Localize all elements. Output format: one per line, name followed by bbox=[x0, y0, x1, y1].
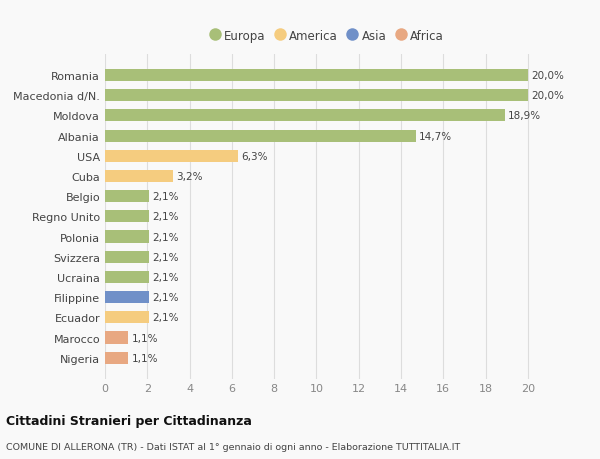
Text: 2,1%: 2,1% bbox=[152, 272, 179, 282]
Text: 1,1%: 1,1% bbox=[131, 333, 158, 343]
Text: 20,0%: 20,0% bbox=[531, 71, 564, 81]
Text: COMUNE DI ALLERONA (TR) - Dati ISTAT al 1° gennaio di ogni anno - Elaborazione T: COMUNE DI ALLERONA (TR) - Dati ISTAT al … bbox=[6, 442, 460, 451]
Bar bbox=[105, 332, 128, 344]
Bar bbox=[105, 90, 528, 102]
Text: 2,1%: 2,1% bbox=[152, 313, 179, 323]
Text: Cittadini Stranieri per Cittadinanza: Cittadini Stranieri per Cittadinanza bbox=[6, 414, 252, 428]
Bar bbox=[105, 70, 528, 82]
Text: 14,7%: 14,7% bbox=[419, 131, 452, 141]
Bar bbox=[105, 211, 149, 223]
Text: 2,1%: 2,1% bbox=[152, 212, 179, 222]
Bar bbox=[105, 352, 128, 364]
Text: 2,1%: 2,1% bbox=[152, 192, 179, 202]
Bar bbox=[105, 312, 149, 324]
Bar bbox=[105, 251, 149, 263]
Bar bbox=[105, 190, 149, 203]
Text: 1,1%: 1,1% bbox=[131, 353, 158, 363]
Bar bbox=[105, 151, 238, 162]
Text: 3,2%: 3,2% bbox=[176, 172, 202, 182]
Bar bbox=[105, 231, 149, 243]
Text: 18,9%: 18,9% bbox=[508, 111, 541, 121]
Bar bbox=[105, 171, 173, 183]
Bar bbox=[105, 291, 149, 303]
Bar bbox=[105, 271, 149, 283]
Text: 2,1%: 2,1% bbox=[152, 292, 179, 302]
Legend: Europa, America, Asia, Africa: Europa, America, Asia, Africa bbox=[205, 25, 449, 48]
Text: 20,0%: 20,0% bbox=[531, 91, 564, 101]
Bar bbox=[105, 130, 416, 142]
Bar bbox=[105, 110, 505, 122]
Text: 6,3%: 6,3% bbox=[241, 151, 268, 162]
Text: 2,1%: 2,1% bbox=[152, 252, 179, 262]
Text: 2,1%: 2,1% bbox=[152, 232, 179, 242]
